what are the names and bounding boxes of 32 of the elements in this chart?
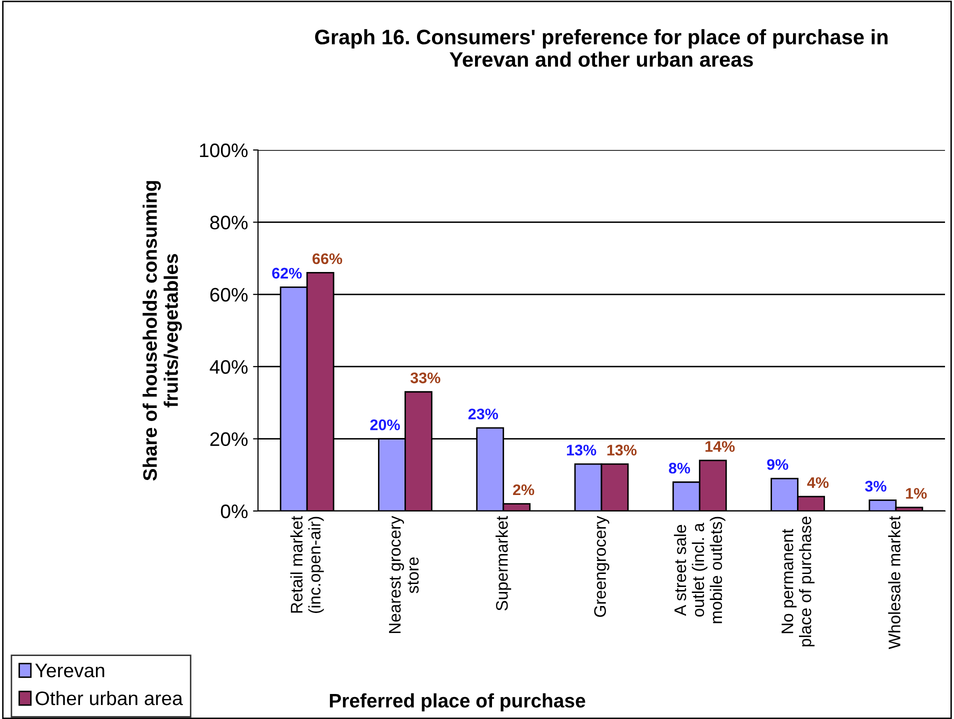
data-label: 14% (706, 441, 735, 452)
chart-title: Graph 16. Consumers' preference for place of purchase in Yerevan and other urban areas (315, 29, 888, 67)
x-tick-label: Nearest grocery store (389, 516, 419, 634)
data-label: 1% (906, 488, 927, 499)
x-tick-label: Retail market (inc.open-air) (290, 516, 324, 614)
data-label: 66% (312, 253, 342, 264)
data-label: 13% (607, 444, 637, 456)
y-tick-label: 80% (210, 216, 248, 230)
legend-label: Yerevan (35, 664, 104, 678)
y-tick-label: 60% (210, 288, 248, 302)
data-label: 62% (272, 268, 302, 279)
y-tick-label: 0% (220, 504, 248, 518)
data-label: 23% (468, 408, 498, 420)
data-label: 8% (668, 462, 690, 474)
x-axis-title: Preferred place of purchase (330, 693, 586, 712)
y-tick-label: 100% (200, 143, 248, 158)
data-label: 20% (370, 419, 400, 430)
data-label: 13% (566, 444, 596, 456)
x-tick-label: Supermarket (496, 516, 512, 611)
y-axis-title: Share of households consuming fruits/vegetables (142, 181, 182, 481)
data-label: 3% (865, 480, 886, 492)
x-tick-label: Wholesale market (888, 516, 900, 650)
data-label: 4% (807, 477, 829, 488)
legend-label: Other urban area (36, 690, 183, 706)
y-tick-label: 20% (210, 432, 248, 446)
data-label: 33% (410, 372, 440, 384)
data-label: 2% (513, 484, 534, 496)
x-tick-label: Greengrocery (594, 516, 610, 617)
y-tick-label: 40% (210, 360, 248, 374)
data-label: 9% (767, 459, 788, 470)
x-tick-label: No permanent place of purchase (782, 516, 815, 646)
x-tick-label: A street sale outlet (incl. a mobile outlets) (674, 516, 726, 624)
